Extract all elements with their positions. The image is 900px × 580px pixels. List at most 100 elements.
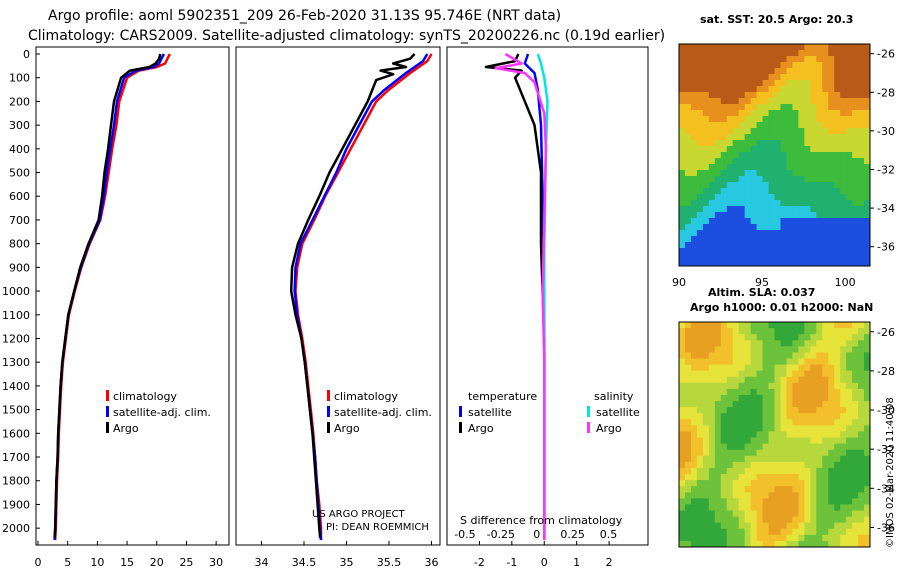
sst-cell (768, 116, 775, 123)
sla-cell (786, 340, 793, 347)
sst-cell (786, 224, 793, 231)
sla-cell (750, 358, 758, 366)
sst-cell (684, 212, 692, 219)
sla-cell (738, 376, 746, 384)
sst-cell (690, 212, 698, 219)
sla-cell (744, 510, 752, 518)
sla-cell (804, 492, 811, 499)
sla-cell (840, 443, 847, 451)
sst-cell (720, 104, 728, 111)
sla-cell (732, 394, 740, 402)
sla-cell (840, 431, 847, 439)
depth-tick-label: 1900 (2, 498, 30, 511)
sla-cell (792, 516, 799, 524)
sla-cell (786, 504, 793, 512)
sla-cell (780, 510, 787, 518)
sst-cell (768, 248, 775, 255)
sla-cell (834, 364, 841, 372)
sst-cell (864, 224, 871, 231)
sst-cell (708, 152, 716, 159)
sla-cell (738, 492, 746, 499)
sla-cell (810, 401, 817, 408)
sla-cell (744, 480, 752, 487)
sla-cell (720, 334, 728, 341)
sst-cell (816, 236, 823, 243)
sla-cell (696, 388, 704, 396)
sst-cell (756, 254, 764, 261)
sla-cell (804, 358, 811, 366)
sst-cell (864, 170, 871, 177)
sst-cell (726, 254, 734, 261)
sst-cell (774, 122, 781, 129)
sla-cell (750, 474, 758, 481)
sla-cell (846, 449, 853, 457)
sla-cell (732, 322, 740, 329)
sla-cell (768, 382, 775, 390)
sla-cell (816, 480, 823, 487)
sla-cell (702, 474, 710, 481)
sla-cell (828, 516, 835, 524)
sla-cell (846, 461, 853, 469)
sla-cell (708, 455, 716, 463)
sst-cell (786, 230, 793, 237)
sla-cell (846, 540, 853, 548)
sla-cell (804, 340, 811, 347)
sst-cell (732, 230, 740, 237)
sst-cell (756, 92, 764, 99)
sla-cell (720, 498, 728, 505)
sla-cell (864, 407, 871, 414)
sst-cell (804, 158, 811, 165)
sla-cell (732, 443, 740, 451)
sst-cell (750, 80, 758, 87)
sst-cell (762, 164, 770, 171)
sst-cell (774, 134, 781, 141)
sla-cell (804, 425, 811, 432)
sst-cell (840, 146, 847, 153)
sla-cell (768, 461, 775, 469)
sst-cell (750, 230, 758, 237)
sst-cell (816, 68, 823, 75)
sst-cell (828, 44, 835, 51)
sst-cell (756, 56, 764, 63)
sst-cell (744, 194, 752, 201)
sla-cell (858, 480, 865, 487)
sla-cell (738, 455, 746, 463)
sla-cell (750, 346, 758, 353)
sla-cell (762, 358, 770, 366)
sla-cell (684, 382, 692, 390)
sla-cell (738, 364, 746, 372)
sla-cell (792, 474, 799, 481)
sla-cell (846, 401, 853, 408)
sst-cell (726, 140, 734, 147)
sla-cell (744, 419, 752, 426)
sst-cell (786, 140, 793, 147)
sst-cell (702, 68, 710, 75)
sla-cell (822, 443, 829, 451)
sla-cell (858, 474, 865, 481)
sla-cell (792, 413, 799, 420)
sst-cell (774, 110, 781, 117)
sla-cell (834, 358, 841, 366)
sla-cell (756, 474, 764, 481)
sla-cell (780, 382, 787, 390)
sst-cell (834, 242, 841, 249)
sla-cell (840, 474, 847, 481)
legend-label-satellite: satellite-adj. clim. (334, 406, 432, 419)
sla-cell (762, 419, 770, 426)
sst-cell (780, 158, 787, 165)
sst-cell (750, 152, 758, 159)
sla-cell (690, 431, 698, 439)
sst-cell (828, 62, 835, 69)
sla-cell (780, 480, 787, 487)
sla-cell (708, 480, 716, 487)
sst-cell (750, 122, 758, 129)
sst-cell (750, 146, 758, 153)
sla-cell (786, 443, 793, 451)
sst-cell (708, 176, 716, 183)
sla-cell (828, 534, 835, 542)
sla-cell (786, 425, 793, 432)
sla-cell (786, 498, 793, 505)
sst-cell (690, 176, 698, 183)
sla-cell (852, 486, 859, 493)
sst-cell (828, 224, 835, 231)
